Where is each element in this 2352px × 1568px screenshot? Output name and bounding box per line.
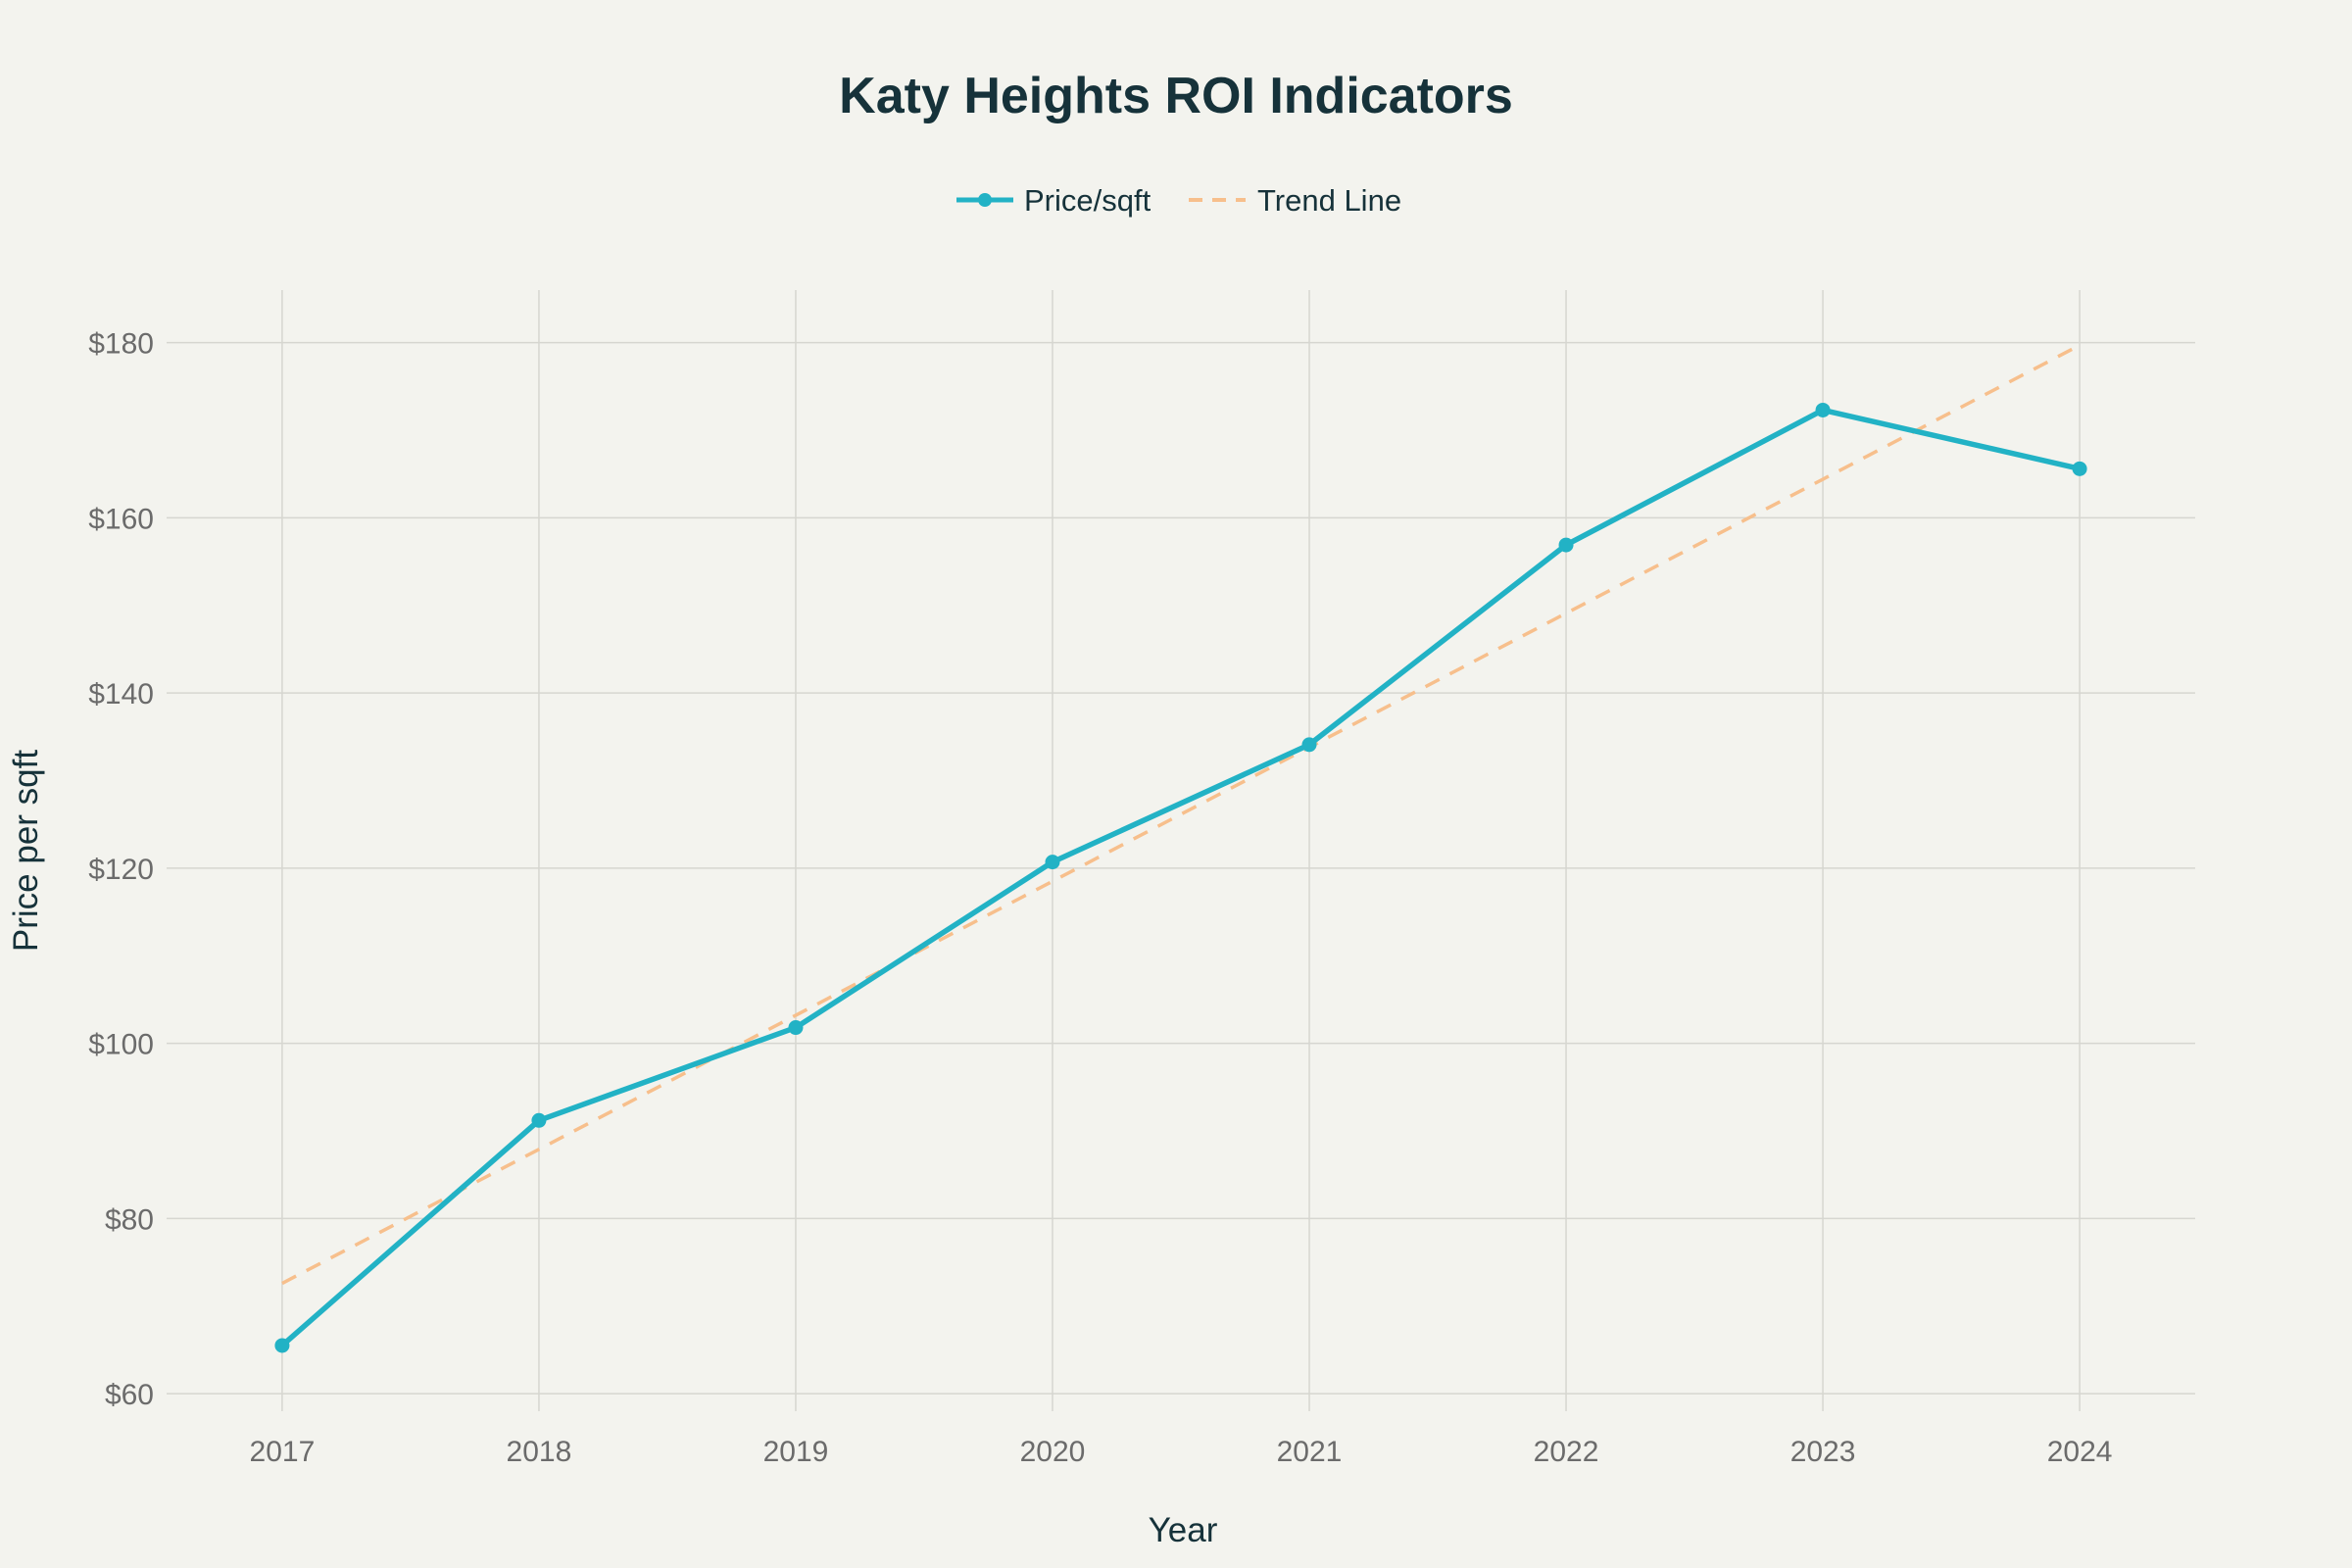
- trend-line: [281, 343, 2081, 1286]
- y-tick-label: $160: [88, 503, 154, 535]
- x-tick-label: 2018: [507, 1436, 572, 1468]
- legend-item-trend[interactable]: Trend Line: [1189, 183, 1401, 218]
- y-tick-label: $60: [105, 1379, 154, 1411]
- y-tick-label: $100: [88, 1029, 154, 1061]
- x-tick-label: 2024: [2047, 1436, 2113, 1468]
- axis-ticks: $60 $80 $100 $120 $140 $160 $180 2017 2018 2019 20…: [88, 328, 2112, 1468]
- legend-item-price[interactable]: Price/sqft: [956, 183, 1152, 218]
- price-data-point[interactable]: [274, 1338, 290, 1353]
- x-tick-label: 2023: [1790, 1436, 1856, 1468]
- price-data-point[interactable]: [1045, 855, 1060, 870]
- y-axis-title: Price per sqft: [7, 750, 45, 952]
- legend-label-price: Price/sqft: [1024, 183, 1152, 218]
- x-tick-label: 2017: [250, 1436, 316, 1468]
- price-data-point[interactable]: [1558, 537, 1574, 553]
- y-tick-label: $140: [88, 678, 154, 710]
- price-data-point[interactable]: [1301, 737, 1317, 753]
- x-axis-title: Year: [1149, 1511, 1218, 1549]
- legend: Price/sqft Trend Line: [956, 183, 1401, 218]
- y-tick-label: $180: [88, 328, 154, 361]
- price-data-point[interactable]: [531, 1112, 547, 1128]
- y-tick-label: $120: [88, 854, 154, 886]
- plot-series: [274, 343, 2087, 1353]
- x-tick-label: 2022: [1534, 1436, 1599, 1468]
- legend-marker-price: [978, 193, 992, 207]
- y-tick-label: $80: [105, 1203, 154, 1236]
- chart-title: Katy Heights ROI Indicators: [839, 68, 1513, 124]
- price-per-sqft-line: [280, 407, 2081, 1348]
- grid: [167, 290, 2195, 1411]
- x-tick-label: 2021: [1277, 1436, 1343, 1468]
- price-data-point[interactable]: [2072, 461, 2087, 476]
- x-tick-label: 2019: [763, 1436, 829, 1468]
- x-tick-label: 2020: [1020, 1436, 1086, 1468]
- legend-label-trend: Trend Line: [1257, 183, 1401, 218]
- price-data-point[interactable]: [1815, 402, 1831, 417]
- price-data-point[interactable]: [788, 1020, 804, 1036]
